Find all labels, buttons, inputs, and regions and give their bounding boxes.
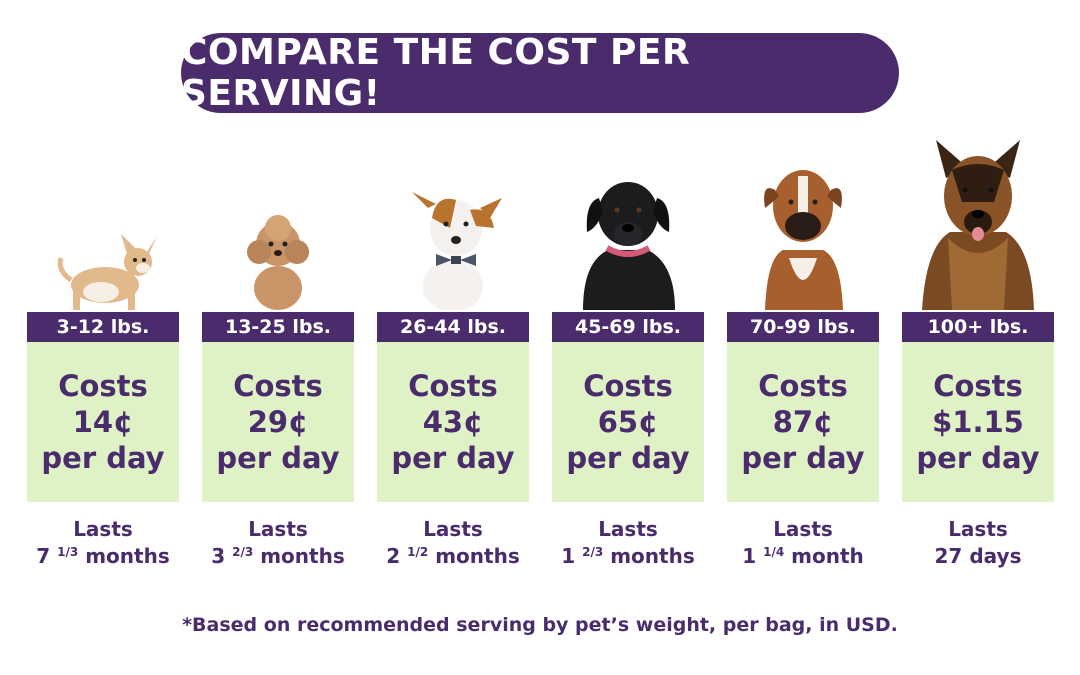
boxer-icon xyxy=(727,162,879,310)
cost-per: per day xyxy=(741,441,865,475)
cost-price: 65¢ xyxy=(597,405,659,439)
page-title: COMPARE THE COST PER SERVING! xyxy=(181,32,691,114)
duration-unit: months xyxy=(260,544,345,568)
labrador-icon xyxy=(552,172,704,310)
lasts-word: Lasts xyxy=(73,517,133,541)
footnote: *Based on recommended serving by pet’s w… xyxy=(182,614,898,636)
duration-unit: months xyxy=(610,544,695,568)
cost-price: 14¢ xyxy=(72,405,134,439)
duration-unit: days xyxy=(969,544,1022,568)
cost-price: $1.15 xyxy=(932,405,1024,439)
cost-per: per day xyxy=(916,441,1040,475)
tier-card-3-12: 3-12 lbs. Costs 14¢ per day Lasts 7 1/3 … xyxy=(27,120,179,580)
title-banner: COMPARE THE COST PER SERVING! xyxy=(181,32,899,114)
duration-fraction: 1/2 xyxy=(407,545,429,559)
weight-label: 3-12 lbs. xyxy=(27,312,179,342)
cost-word: Costs xyxy=(758,369,848,403)
cost-price: 29¢ xyxy=(247,405,309,439)
cost-word: Costs xyxy=(58,369,148,403)
tier-card-70-99: 70-99 lbs. Costs 87¢ per day Lasts 1 1/4… xyxy=(727,120,879,580)
cost-word: Costs xyxy=(933,369,1023,403)
tier-card-13-25: 13-25 lbs. Costs 29¢ per day Lasts 3 2/3… xyxy=(202,120,354,580)
cost-word: Costs xyxy=(583,369,673,403)
weight-label: 45-69 lbs. xyxy=(552,312,704,342)
lasts-word: Lasts xyxy=(948,517,1008,541)
duration-text: Lasts 2 1/2 months xyxy=(365,516,541,570)
cost-box: Costs 87¢ per day xyxy=(727,342,879,502)
lasts-word: Lasts xyxy=(248,517,308,541)
cost-per: per day xyxy=(566,441,690,475)
lasts-word: Lasts xyxy=(773,517,833,541)
tier-card-100-plus: 100+ lbs. Costs $1.15 per day Lasts 27 d… xyxy=(902,120,1054,580)
duration-fraction: 1/3 xyxy=(57,545,79,559)
duration-text: Lasts 3 2/3 months xyxy=(190,516,366,570)
german-shepherd-icon xyxy=(902,138,1054,310)
duration-whole: 2 xyxy=(386,544,401,568)
duration-unit: month xyxy=(791,544,864,568)
tier-card-45-69: 45-69 lbs. Costs 65¢ per day Lasts 1 2/3… xyxy=(552,120,704,580)
cost-price: 87¢ xyxy=(772,405,834,439)
cost-word: Costs xyxy=(233,369,323,403)
duration-text: Lasts 1 1/4 month xyxy=(715,516,891,570)
jack-russell-icon xyxy=(377,188,529,310)
weight-label: 13-25 lbs. xyxy=(202,312,354,342)
duration-whole: 3 xyxy=(211,544,226,568)
cost-box: Costs 43¢ per day xyxy=(377,342,529,502)
duration-whole: 7 xyxy=(36,544,51,568)
duration-whole: 1 xyxy=(742,544,757,568)
duration-fraction: 1/4 xyxy=(763,545,785,559)
tier-card-26-44: 26-44 lbs. Costs 43¢ per day Lasts 2 1/2… xyxy=(377,120,529,580)
cost-box: Costs $1.15 per day xyxy=(902,342,1054,502)
cost-per: per day xyxy=(41,441,165,475)
cost-word: Costs xyxy=(408,369,498,403)
duration-unit: months xyxy=(85,544,170,568)
duration-whole: 27 xyxy=(934,544,963,568)
cost-per: per day xyxy=(216,441,340,475)
lasts-word: Lasts xyxy=(423,517,483,541)
cost-price: 43¢ xyxy=(422,405,484,439)
duration-fraction: 2/3 xyxy=(232,545,254,559)
weight-label: 70-99 lbs. xyxy=(727,312,879,342)
cost-box: Costs 65¢ per day xyxy=(552,342,704,502)
duration-unit: months xyxy=(435,544,520,568)
lasts-word: Lasts xyxy=(598,517,658,541)
weight-label: 100+ lbs. xyxy=(902,312,1054,342)
weight-label: 26-44 lbs. xyxy=(377,312,529,342)
duration-whole: 1 xyxy=(561,544,576,568)
cost-box: Costs 29¢ per day xyxy=(202,342,354,502)
duration-text: Lasts 7 1/3 months xyxy=(15,516,191,570)
poodle-icon xyxy=(202,210,354,310)
cost-per: per day xyxy=(391,441,515,475)
duration-fraction: 2/3 xyxy=(582,545,604,559)
duration-text: Lasts 1 2/3 months xyxy=(540,516,716,570)
duration-text: Lasts 27 days xyxy=(890,516,1066,570)
cost-box: Costs 14¢ per day xyxy=(27,342,179,502)
chihuahua-icon xyxy=(27,230,179,310)
